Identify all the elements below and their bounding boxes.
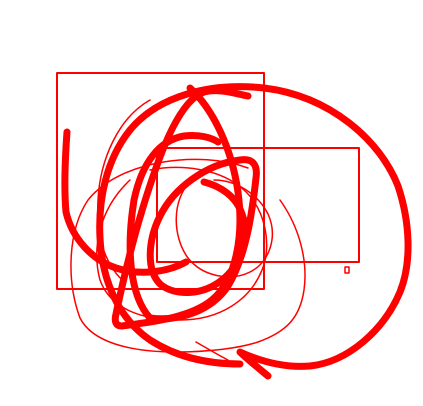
thin-loop-inner[interactable] bbox=[175, 179, 273, 278]
thick-upper-arc[interactable] bbox=[126, 132, 222, 322]
thick-outer-loop[interactable] bbox=[96, 83, 412, 380]
rectangle-large-left[interactable] bbox=[56, 72, 265, 290]
thin-tail[interactable] bbox=[195, 341, 229, 361]
rectangle-small[interactable] bbox=[344, 266, 350, 274]
rectangle-right[interactable] bbox=[156, 147, 360, 263]
thick-center-swirl[interactable] bbox=[146, 156, 260, 323]
thick-inner-spiral[interactable] bbox=[111, 84, 252, 330]
